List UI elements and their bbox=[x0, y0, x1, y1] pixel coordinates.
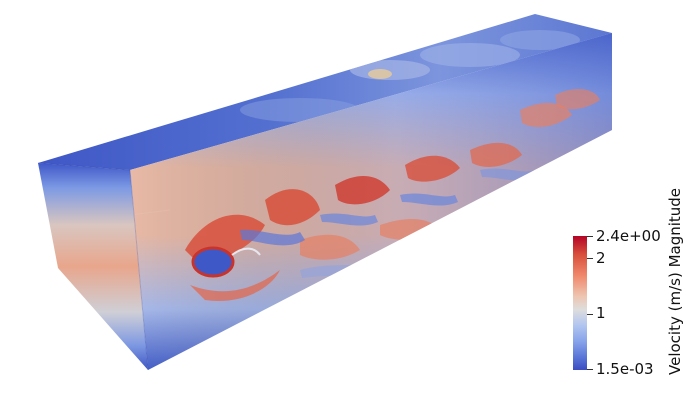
box-end-face bbox=[38, 163, 148, 370]
cylinder-obstacle bbox=[193, 248, 233, 276]
